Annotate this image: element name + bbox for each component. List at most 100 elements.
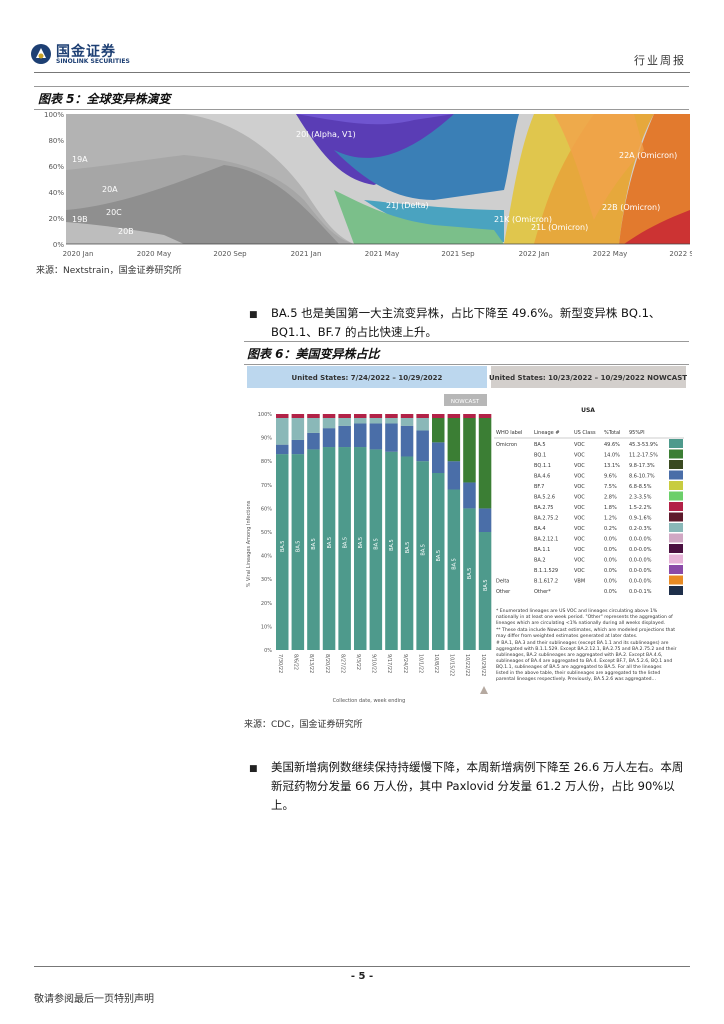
table-cell: 0.0-0.1%: [629, 589, 652, 595]
y-axis-label: % Viral Lineages Among Infections: [246, 500, 252, 587]
date-tick-label: 10/29/22: [480, 654, 486, 676]
bar-misc-segment: [447, 418, 461, 462]
table-cell: Delta: [496, 579, 509, 585]
bar-label-ba5: BA.5: [420, 544, 426, 556]
table-cell: VOC: [574, 516, 585, 522]
figure5-global-variant-chart: 100% 80% 60% 40% 20% 0% 2020 Jan 2020 May 2020 …: [44, 111, 692, 258]
bar-ba5-segment: [291, 454, 305, 650]
table-note-line: * Enumerated lineages are US VOC and lin…: [496, 608, 658, 614]
header-rule: [34, 72, 690, 73]
bar-ba5-segment: [322, 447, 336, 650]
x-tick-label: 2022 Jan: [519, 250, 550, 258]
table-note-line: # BA.1, BA.3 and their sublineages (exce…: [496, 640, 669, 646]
bar-misc-segment: [385, 418, 398, 424]
bar-label-ba5: BA.5: [374, 538, 380, 550]
y-tick-label: 40%: [48, 189, 64, 197]
table-cell: BA.4: [534, 526, 546, 532]
table-cell: VOC: [574, 463, 585, 469]
table-note-line: parental lineages respectively. Previous…: [496, 676, 656, 682]
table-cell: BA.2.12.1: [534, 537, 558, 543]
table-cell: VOC: [574, 474, 585, 480]
bar-label-ba5: BA.5: [296, 541, 302, 553]
table-cell: 6.8-8.5%: [629, 484, 652, 490]
table-cell: BA.2.75.2: [534, 516, 558, 522]
label-21j-delta: 21J (Delta): [386, 201, 429, 210]
table-cell: VOC: [574, 505, 585, 511]
table-cell: 0.2%: [604, 526, 617, 532]
lineage-color-swatch: [669, 575, 683, 585]
x-tick-label: 2021 Jan: [291, 250, 322, 258]
bar-ba46-segment: [354, 423, 367, 448]
y-tick-label: 100%: [258, 412, 273, 418]
bullet-ba5-text: BA.5 也是美国第一大主流变异株，占比下降至 49.6%。新型变异株 BQ.1…: [271, 306, 661, 339]
bar-misc-segment: [463, 418, 476, 483]
clade-green-band: [334, 190, 504, 244]
date-tick-label: 10/15/22: [449, 654, 455, 676]
table-cell: 8.6-10.7%: [629, 474, 655, 480]
y-tick-label: 20%: [48, 215, 64, 223]
y-tick-label: 30%: [261, 577, 272, 583]
y-tick-label: 80%: [261, 459, 272, 465]
figure5-title-bar: [34, 86, 689, 110]
bar-other-segment: [478, 414, 492, 418]
table-note-line: sublineages, BA.2 sublineages are aggreg…: [496, 652, 663, 658]
left-panel-header: United States: 7/24/2022 – 10/29/2022: [292, 374, 443, 382]
bar-misc-segment: [416, 418, 429, 431]
bar-other-segment: [291, 414, 305, 418]
bar-other-segment: [322, 414, 336, 418]
table-cell: B.1.617.2: [534, 579, 558, 585]
table-cell: 1.5-2.2%: [629, 505, 652, 511]
bar-label-ba5: BA.5: [342, 537, 348, 549]
table-cell: BA.5.2.6: [534, 495, 555, 501]
label-20b: 20B: [118, 227, 134, 236]
table-note-line: nationally in at least one week period. …: [496, 614, 673, 620]
bar-other-segment: [416, 414, 429, 418]
date-tick-label: 8/20/22: [324, 654, 330, 673]
y-tick-label: 100%: [44, 111, 64, 119]
bar-ba46-segment: [291, 439, 305, 455]
table-cell: VBM: [574, 579, 585, 585]
y-tick-label: 70%: [261, 483, 272, 489]
bar-ba5-segment: [416, 461, 429, 650]
figure5-title: 图表 5：全球变异株演变: [38, 92, 171, 106]
table-cell: VOC: [574, 442, 585, 448]
bar-other-segment: [307, 414, 320, 418]
table-cell: BA.1.1: [534, 547, 550, 553]
play-triangle-icon[interactable]: [480, 686, 488, 694]
lineage-color-swatch: [669, 439, 683, 448]
bar-misc-segment: [432, 418, 445, 443]
date-tick-label: 8/27/22: [339, 654, 345, 673]
bar-misc-segment: [307, 418, 320, 433]
bar-ba46-segment: [432, 442, 445, 473]
date-tick-label: 7/30/22: [277, 654, 283, 673]
bar-label-ba5: BA.5: [467, 568, 473, 580]
table-cell: VOC: [574, 547, 585, 553]
x-tick-label: 2021 Sep: [441, 250, 475, 258]
bar-other-segment: [400, 414, 414, 418]
clade-20i-alpha-top: [296, 114, 454, 125]
bar-ba5-segment: [307, 449, 320, 650]
table-cell: BQ.1: [534, 453, 546, 459]
label-20i-alpha: 20I (Alpha, V1): [296, 130, 356, 139]
lineage-color-swatch: [669, 460, 683, 469]
date-tick-label: 9/24/22: [402, 654, 408, 673]
lineage-color-swatch: [669, 544, 683, 553]
table-cell: Omicron: [496, 442, 517, 448]
figure6-title: 图表 6：美国变异株占比: [247, 347, 380, 361]
table-cell: 0.9-1.6%: [629, 516, 652, 522]
table-cell: 0.0-0.0%: [629, 537, 652, 543]
bar-ba46-segment: [338, 425, 351, 448]
bar-misc-segment: [478, 418, 492, 509]
table-note-line: ** These data include Nowcast estimates,…: [496, 627, 675, 633]
bar-other-segment: [369, 414, 383, 418]
bar-label-ba5: BA.5: [358, 537, 364, 549]
table-column-header: %Total: [604, 430, 620, 436]
lineage-color-swatch: [669, 586, 683, 595]
bar-ba5-segment: [478, 532, 492, 650]
bar-ba5-segment: [447, 489, 461, 650]
lineage-color-swatch: [669, 554, 683, 564]
bar-ba46-segment: [385, 423, 398, 452]
bar-misc-segment: [354, 418, 367, 424]
bar-ba46-segment: [400, 425, 414, 457]
clade-21j-delta-band: [334, 114, 519, 200]
